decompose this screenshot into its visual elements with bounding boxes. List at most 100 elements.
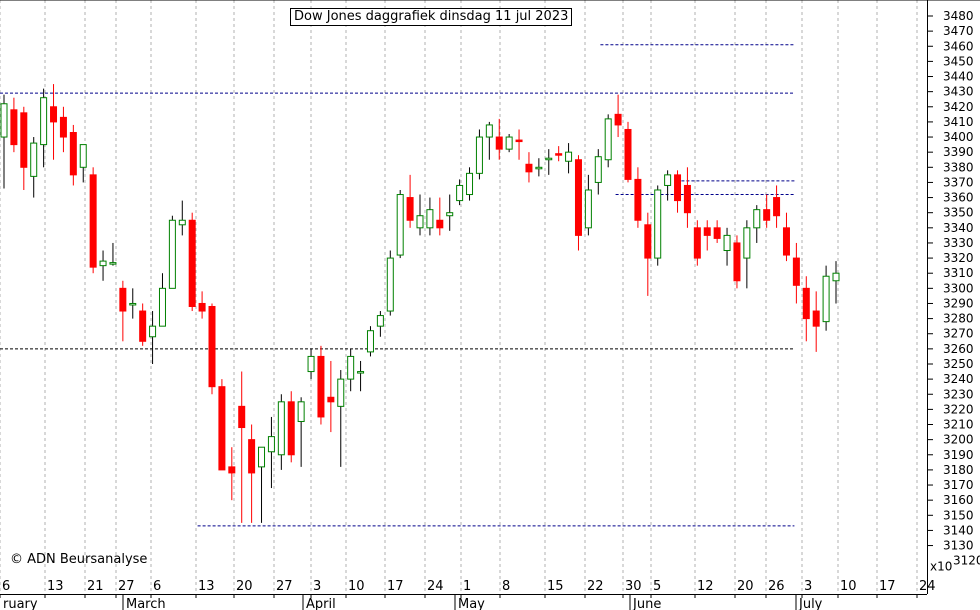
candle-body-down <box>208 305 216 388</box>
x-tick-label: 15 <box>547 579 564 594</box>
month-label: May <box>458 597 485 610</box>
y-tick-label: 3400 <box>943 130 974 144</box>
candle-body-down <box>495 136 503 150</box>
candle-body-up <box>40 97 48 146</box>
candle-body-up <box>535 166 543 170</box>
candle-body-up <box>30 142 38 177</box>
x-tick-label: 13 <box>47 579 64 594</box>
x-tick-label: 22 <box>587 579 604 594</box>
x-tick-label: 12 <box>697 579 714 594</box>
y-tick-label: 3380 <box>943 160 974 174</box>
y-tick-label: 3370 <box>943 175 974 189</box>
x-tick-label: 26 <box>768 579 785 594</box>
x-tick-label: 5 <box>653 579 661 594</box>
y-tick-label: 3240 <box>943 372 974 386</box>
candle-body-down <box>20 112 28 168</box>
y-tick-label: 3310 <box>943 266 974 280</box>
candle-body-down <box>50 106 58 123</box>
candle-body-down <box>525 163 533 173</box>
x-tick-label: 10 <box>840 579 857 594</box>
month-label: April <box>306 597 336 610</box>
candle-body-up <box>129 302 137 306</box>
candle-body-up <box>654 189 662 259</box>
y-tick-label: 3270 <box>943 327 974 341</box>
candle-body-up <box>149 325 157 338</box>
x-tick-label: 8 <box>502 579 510 594</box>
month-label: March <box>126 597 166 610</box>
candle-body-down <box>406 197 414 221</box>
candle-body-up <box>307 355 315 373</box>
candle-body-down <box>89 174 97 268</box>
candle-body-up <box>545 157 553 161</box>
candle-body-down <box>248 439 256 474</box>
y-tick-label: 3230 <box>943 387 974 401</box>
month-label: July <box>798 597 823 610</box>
y-tick-label: 3470 <box>943 24 974 38</box>
candle-body-down <box>327 396 335 403</box>
candle-body-up <box>178 219 186 226</box>
candle-body-up <box>664 174 672 186</box>
x-tick-label: 13 <box>198 579 215 594</box>
candle-body-down <box>59 116 67 138</box>
candle-body-up <box>0 103 8 138</box>
candle-body-down <box>139 310 147 342</box>
y-tick-label: 3250 <box>943 357 974 371</box>
grid-lines <box>0 0 918 594</box>
candle-body-down <box>238 405 246 429</box>
candle-body-up <box>376 315 384 327</box>
y-tick-label: 3340 <box>943 221 974 235</box>
support-resistance-lines <box>0 44 795 527</box>
x-tick-label: 17 <box>879 579 896 594</box>
candle-body-down <box>436 219 444 229</box>
candle-body-down <box>574 159 582 236</box>
candle-body-down <box>683 184 691 214</box>
candle-body-down <box>674 174 682 202</box>
candle-body-down <box>634 178 642 221</box>
y-tick-label: 3200 <box>943 433 974 447</box>
y-tick-label: 3150 <box>943 508 974 522</box>
y-tick-label: 3190 <box>943 448 974 462</box>
candle-body-up <box>446 212 454 217</box>
candle-body-up <box>604 118 612 161</box>
y-tick-label: 3300 <box>943 281 974 295</box>
y-tick-label: 3350 <box>943 206 974 220</box>
x-tick-label: 3 <box>804 579 812 594</box>
x-tick-label: 6 <box>153 579 161 594</box>
candle-body-up <box>416 215 424 229</box>
x-tick-label: 24 <box>919 579 936 594</box>
candle-body-up <box>832 272 840 282</box>
candle-body-down <box>555 153 563 156</box>
month-label: June <box>632 597 661 610</box>
candle-body-down <box>10 109 18 146</box>
x-tick-label: 20 <box>236 579 253 594</box>
x-tick-label: 10 <box>348 579 365 594</box>
candle-body-up <box>584 189 592 229</box>
y-tick-label: 3390 <box>943 145 974 159</box>
candle-body-up <box>386 257 394 312</box>
y-tick-label: 3130 <box>943 539 974 553</box>
candle-body-down <box>733 242 741 282</box>
candle-body-up <box>505 136 513 150</box>
y-tick-label: 3410 <box>943 115 974 129</box>
y-tick-label: 3440 <box>943 70 974 84</box>
candle-body-up <box>475 136 483 174</box>
copyright-text: © ADN Beursanalyse <box>10 552 148 567</box>
candle-body-up <box>277 401 285 456</box>
candle-body-down <box>287 401 295 456</box>
candle-body-down <box>763 209 771 221</box>
y-tick-label: 3360 <box>943 191 974 205</box>
candle-body-up <box>743 227 751 259</box>
candle-body-up <box>297 401 305 422</box>
candle-body-up <box>337 378 345 407</box>
candle-body-down <box>69 132 77 176</box>
candle-body-up <box>822 275 830 323</box>
candle-body-up <box>267 436 275 453</box>
candle-body-down <box>644 224 652 259</box>
axes <box>0 0 980 595</box>
candle-body-down <box>792 257 800 286</box>
candle-body-down <box>188 219 196 307</box>
candle-body-up <box>594 156 602 183</box>
candle-body-down <box>228 466 236 474</box>
x-tick-label: 20 <box>737 579 754 594</box>
